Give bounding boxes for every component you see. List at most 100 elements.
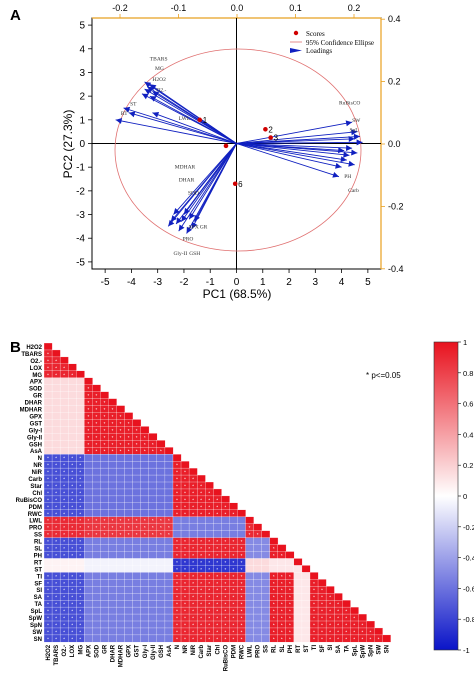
heatmap-cell	[261, 634, 271, 643]
heatmap-cell	[148, 551, 158, 559]
loading-arrow	[178, 143, 237, 232]
significance-star: *	[289, 609, 291, 614]
heatmap-cell	[76, 391, 85, 400]
significance-star: *	[233, 602, 235, 607]
significance-star: *	[192, 490, 194, 495]
heatmap-cell	[43, 440, 53, 448]
significance-star: *	[176, 470, 178, 475]
heatmap-cell	[253, 579, 263, 587]
significance-star: *	[87, 386, 89, 391]
heatmap-cell	[172, 516, 182, 525]
heatmap-cell	[140, 606, 150, 615]
significance-star: *	[63, 518, 65, 523]
loading-arrowhead	[123, 106, 131, 113]
heatmap-cell	[309, 572, 319, 580]
significance-star: *	[55, 616, 57, 621]
heatmap-cell	[261, 530, 271, 539]
heatmap-cell	[116, 600, 126, 608]
significance-star: *	[87, 435, 89, 440]
heatmap-cell	[76, 447, 85, 455]
heatmap-cell	[84, 551, 93, 559]
significance-star: *	[71, 511, 73, 516]
heatmap-cell	[140, 586, 150, 594]
significance-star: *	[160, 532, 162, 537]
heatmap-cell	[68, 426, 77, 434]
significance-star: *	[79, 636, 81, 641]
significance-star: *	[144, 518, 146, 523]
heatmap-cell	[164, 634, 174, 643]
loading-arrowhead	[152, 91, 160, 98]
significance-star: *	[63, 553, 65, 558]
colorbar-tick-label: 0.4	[463, 430, 473, 439]
heatmap-cell	[261, 620, 271, 629]
row-label: SN	[34, 637, 42, 643]
significance-star: *	[216, 511, 218, 516]
significance-star: *	[120, 525, 122, 530]
y-tick-label: -3	[76, 210, 85, 221]
legend-ellipse-label: 95% Confidence Ellipse	[306, 39, 374, 47]
heatmap-cell	[43, 447, 53, 455]
significance-star: *	[224, 595, 226, 600]
x-tick-label: 5	[365, 277, 371, 288]
significance-star: *	[281, 595, 283, 600]
loading-arrow	[236, 143, 350, 156]
significance-star: *	[104, 421, 106, 426]
heatmap-cell	[269, 558, 279, 566]
heatmap-cell	[140, 551, 150, 559]
significance-star: *	[192, 629, 194, 634]
significance-star: *	[120, 449, 122, 454]
heatmap-cell	[132, 579, 142, 587]
y-tick-label: 4	[79, 44, 85, 55]
heatmap-cell	[108, 606, 117, 615]
significance-star: *	[136, 435, 138, 440]
heatmap-cell	[148, 613, 158, 622]
heatmap-cell	[59, 405, 69, 413]
heatmap-cell	[108, 600, 117, 608]
heatmap-cell	[124, 579, 134, 587]
heatmap-cell	[84, 537, 93, 545]
significance-star: *	[200, 511, 202, 516]
significance-star: *	[241, 546, 243, 551]
significance-star: *	[87, 532, 89, 537]
significance-star: *	[200, 616, 202, 621]
heatmap-cell	[116, 509, 126, 518]
heatmap-cell	[148, 600, 158, 608]
significance-star: *	[233, 553, 235, 558]
significance-star: *	[200, 622, 202, 627]
heatmap-cell	[140, 488, 150, 497]
significance-star: *	[79, 546, 81, 551]
significance-star: *	[241, 609, 243, 614]
heatmap-cell	[100, 634, 109, 643]
significance-star: *	[71, 497, 73, 502]
loading-arrowhead	[128, 111, 136, 118]
row-label: GST	[30, 421, 43, 427]
heatmap-cell	[213, 523, 222, 532]
significance-star: *	[144, 449, 146, 454]
heatmap-cell	[325, 586, 335, 594]
significance-star: *	[63, 470, 65, 475]
significance-star: *	[281, 609, 283, 614]
significance-star: *	[47, 358, 49, 363]
heatmap-cell	[180, 516, 190, 525]
correlation-heatmap: * * * * * * * * * * * * * * * * * * * * * * * * * * * * * * * * * * * * * * * *…	[16, 338, 474, 671]
significance-star: *	[216, 546, 218, 551]
significance-star: *	[233, 636, 235, 641]
significance-star: *	[216, 574, 218, 579]
significance-star: *	[112, 525, 114, 530]
heatmap-cell	[301, 586, 311, 594]
loading-arrowhead	[189, 212, 195, 220]
column-label: H2O2	[46, 644, 52, 660]
significance-star: *	[233, 629, 235, 634]
heatmap-cell	[132, 586, 142, 594]
significance-star: *	[104, 518, 106, 523]
significance-star: *	[63, 504, 65, 509]
panel-a-label: A	[10, 7, 21, 24]
row-label: SpW	[29, 616, 43, 622]
heatmap-cell	[156, 460, 166, 469]
row-label: Star	[30, 484, 42, 490]
significance-star: *	[112, 532, 114, 537]
heatmap-cell	[269, 537, 279, 545]
significance-star: *	[224, 567, 226, 572]
row-label: TA	[34, 602, 42, 608]
loading-arrowhead	[343, 151, 350, 158]
